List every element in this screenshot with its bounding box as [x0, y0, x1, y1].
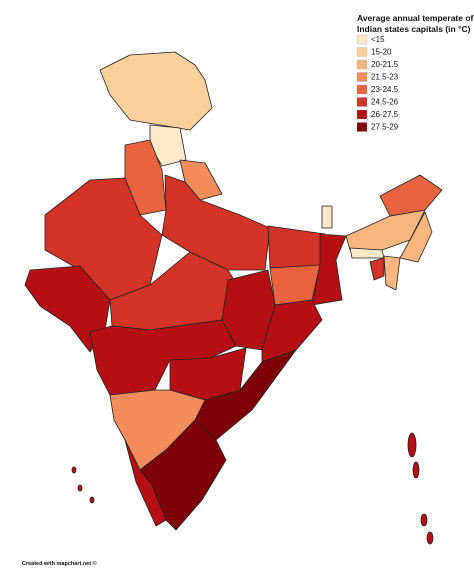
footer: Created with mapchart.net ©	[22, 560, 97, 567]
region	[139, 419, 227, 531]
region	[369, 257, 385, 281]
region	[379, 174, 443, 217]
region	[179, 159, 223, 201]
legend-label: 20-21.5	[371, 60, 399, 69]
region	[426, 531, 434, 545]
legend-swatch	[356, 109, 368, 120]
region	[267, 225, 326, 269]
region	[399, 211, 433, 263]
region	[383, 255, 401, 291]
legend-title: Average annual temperate of	[357, 13, 474, 23]
region	[44, 177, 163, 301]
region	[161, 174, 271, 271]
legend-swatch	[356, 84, 368, 95]
legend-swatch	[356, 122, 368, 132]
legend: Average annual temperate of Indian state…	[356, 13, 474, 132]
legend-label: <15	[371, 35, 385, 44]
region	[89, 496, 95, 504]
legend-label: 26-27.5	[371, 110, 399, 119]
regions	[24, 51, 443, 545]
legend-label: 23-24.5	[371, 85, 399, 94]
region	[71, 466, 77, 474]
legend-swatch	[356, 47, 368, 57]
legend-swatch	[356, 59, 368, 70]
legend-title: Indian states capitals (in °C)	[357, 24, 471, 34]
region	[99, 51, 213, 131]
legend-swatch	[356, 97, 368, 107]
region	[420, 513, 428, 527]
legend-swatch	[356, 34, 368, 45]
legend-label: 27.5-29	[371, 123, 399, 132]
region	[412, 461, 420, 479]
legend-label: 24.5-26	[371, 98, 399, 107]
legend-label: 21.5-23	[371, 73, 399, 82]
region	[349, 247, 385, 259]
region	[321, 205, 333, 229]
region	[77, 484, 83, 492]
legend-label: 15-20	[371, 48, 392, 57]
region	[269, 264, 321, 306]
legend-swatch	[356, 72, 368, 82]
region	[407, 432, 417, 458]
region	[24, 265, 111, 353]
